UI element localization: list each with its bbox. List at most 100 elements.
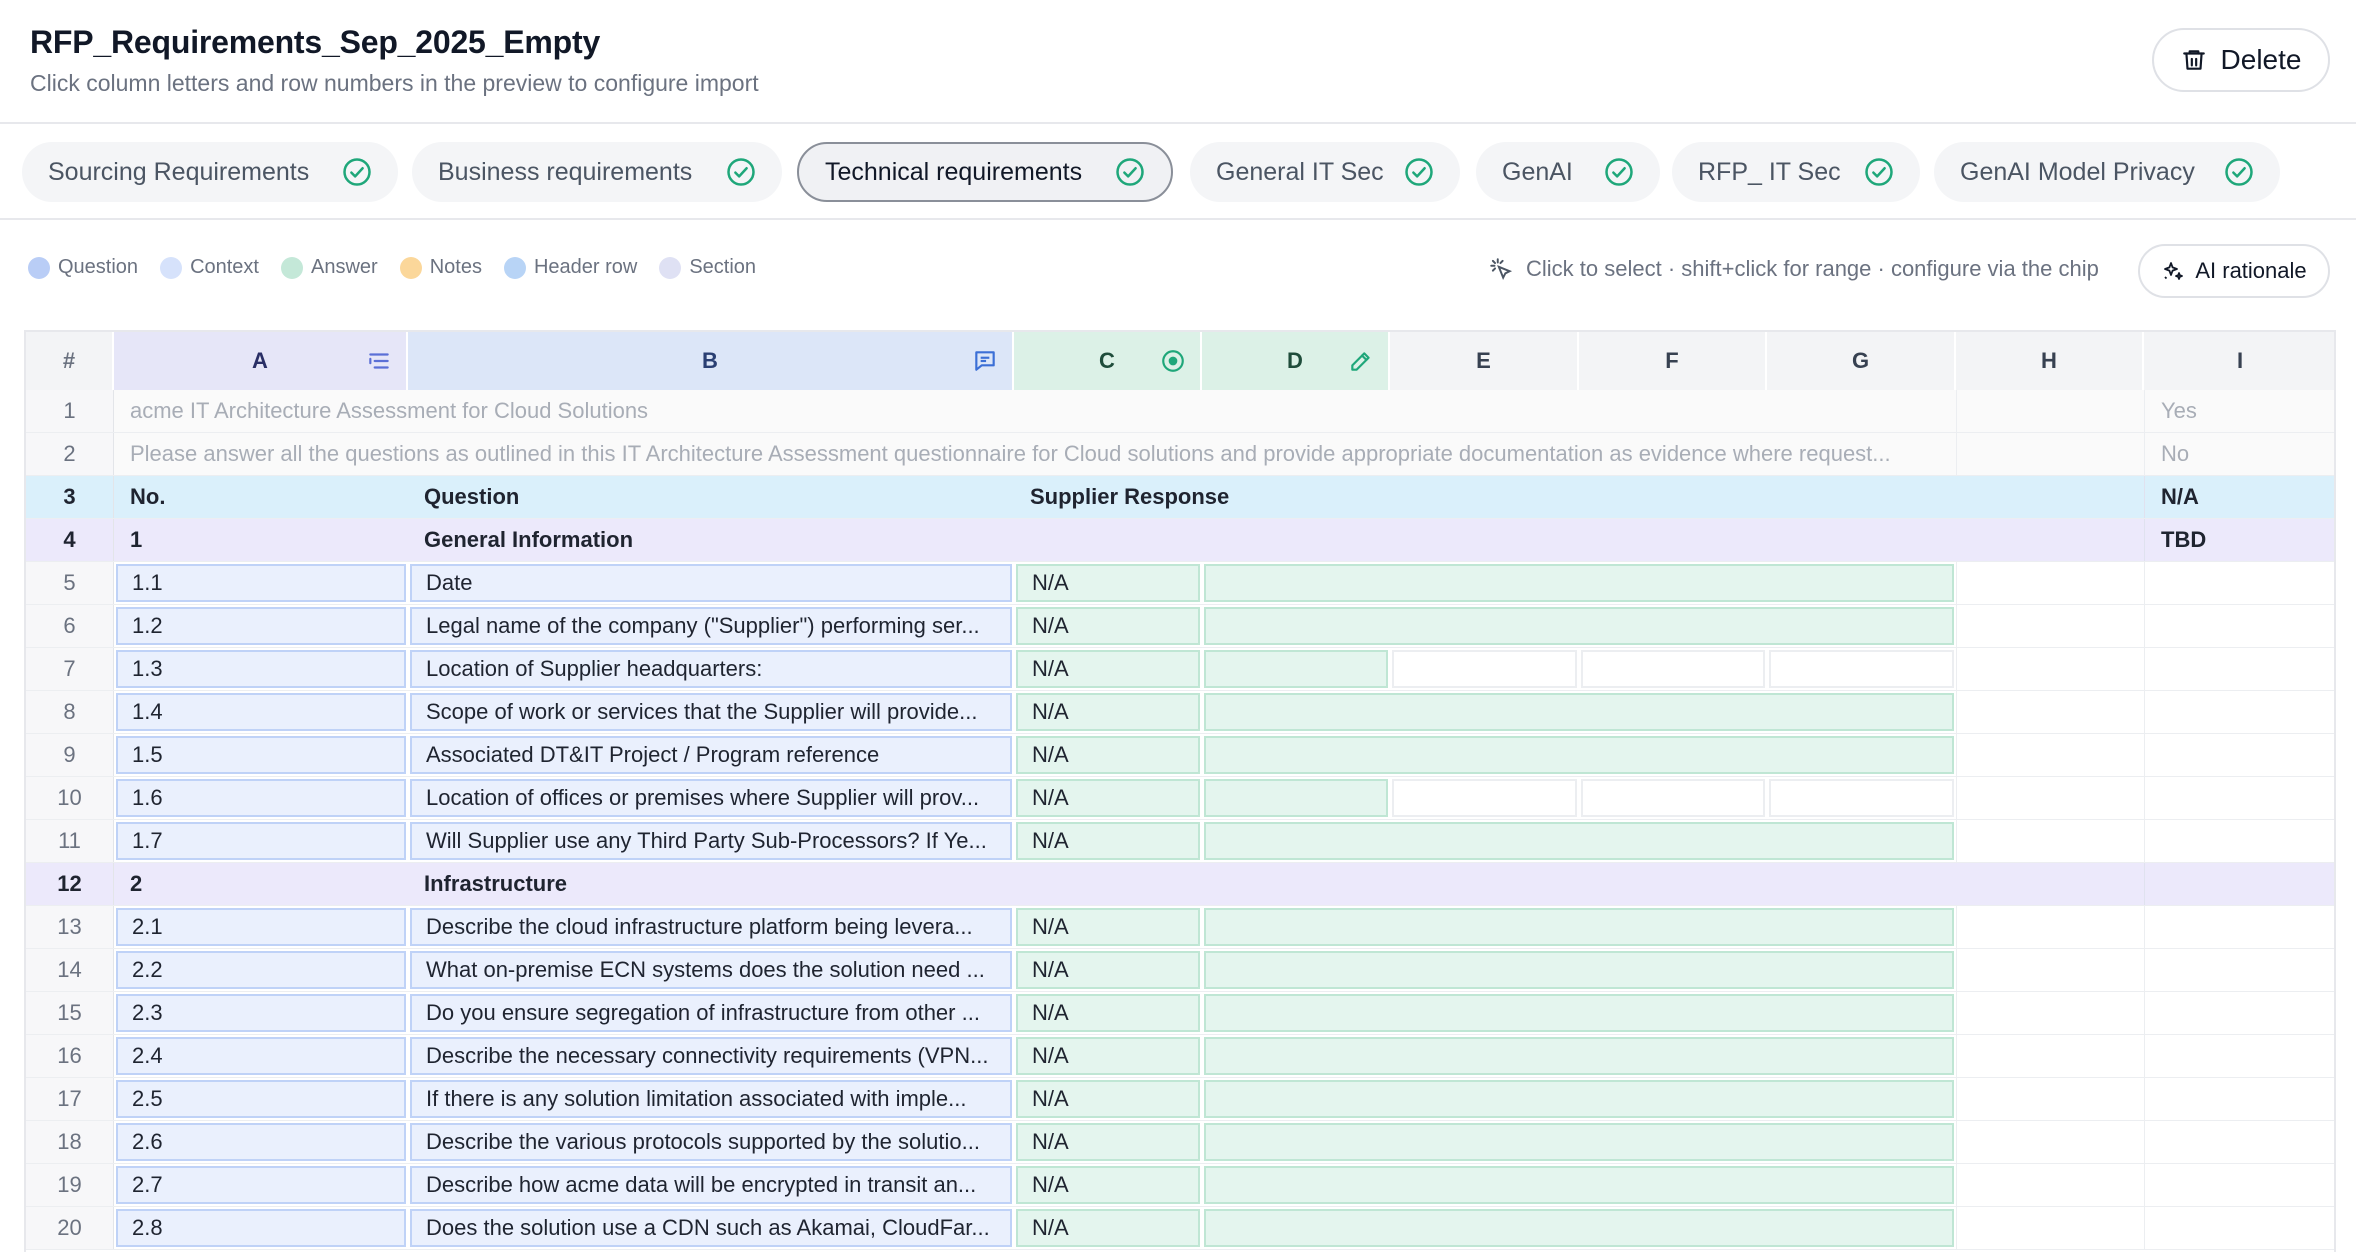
row-number[interactable]: 6 [26,605,114,647]
cell-i[interactable] [2144,1035,2334,1077]
cell-f[interactable] [1581,650,1765,688]
cell-a[interactable]: 2.7 [116,1166,406,1204]
cell-h[interactable] [1956,906,2144,948]
cell-c[interactable]: N/A [1016,693,1200,731]
tab-genai-model-privacy[interactable]: GenAI Model Privacy [1934,142,2280,202]
cell-d[interactable] [1204,951,1954,989]
row-number[interactable]: 12 [26,863,114,905]
cell-i[interactable] [2144,605,2334,647]
list-indent-icon[interactable] [366,348,392,374]
cell-c[interactable]: N/A [1016,779,1200,817]
cell-b[interactable]: Date [410,564,1012,602]
message-square-icon[interactable] [972,348,998,374]
cell-b[interactable]: Legal name of the company ("Supplier") p… [410,607,1012,645]
cell-h[interactable] [1956,734,2144,776]
cell-e[interactable] [1392,779,1577,817]
row-number[interactable]: 5 [26,562,114,604]
cell-c[interactable]: Supplier Response [1030,484,1230,509]
cell-d[interactable] [1204,607,1954,645]
cell-c[interactable]: N/A [1016,736,1200,774]
cell-b[interactable]: Associated DT&IT Project / Program refer… [410,736,1012,774]
tab-business-requirements[interactable]: Business requirements [412,142,782,202]
cell-d[interactable] [1204,736,1954,774]
row-number[interactable]: 18 [26,1121,114,1163]
cell-h[interactable] [1956,562,2144,604]
cell-i[interactable] [2144,906,2334,948]
pencil-icon[interactable] [1348,348,1374,374]
cell-d[interactable] [1204,1123,1954,1161]
cell-b[interactable]: Describe the necessary connectivity requ… [410,1037,1012,1075]
cell-a[interactable]: 2.3 [116,994,406,1032]
row-number[interactable]: 11 [26,820,114,862]
tab-rfp-it-sec[interactable]: RFP_ IT Sec [1672,142,1920,202]
column-header-f[interactable]: F [1579,332,1767,390]
cell-b[interactable]: Question [424,484,520,509]
cell-a[interactable]: 1 [130,527,143,552]
cell-c[interactable]: N/A [1016,564,1200,602]
cell-b[interactable]: Scope of work or services that the Suppl… [410,693,1012,731]
column-header-a[interactable]: A [114,332,408,390]
cell-a[interactable]: No. [130,484,166,509]
cell-c[interactable]: N/A [1016,908,1200,946]
tab-sourcing-requirements[interactable]: Sourcing Requirements [22,142,398,202]
row-number[interactable]: 20 [26,1207,114,1249]
row-number[interactable]: 2 [26,433,114,475]
cell-h[interactable] [1956,433,2144,475]
column-header-b[interactable]: B [408,332,1014,390]
cell-a[interactable]: 2.5 [116,1080,406,1118]
cell-i[interactable]: TBD [2144,519,2334,561]
cell-a[interactable]: Please answer all the questions as outli… [114,433,1956,475]
cell-a[interactable]: 2.2 [116,951,406,989]
cell-i[interactable] [2144,820,2334,862]
cell-a[interactable]: 1.5 [116,736,406,774]
column-header-c[interactable]: C [1014,332,1202,390]
cell-b[interactable]: Does the solution use a CDN such as Akam… [410,1209,1012,1247]
cell-d[interactable] [1204,908,1954,946]
cell-i[interactable] [2144,648,2334,690]
cell-i[interactable] [2144,992,2334,1034]
cell-a[interactable]: 1.6 [116,779,406,817]
cell-a[interactable]: 2.1 [116,908,406,946]
column-header-g[interactable]: G [1767,332,1956,390]
cell-c[interactable]: N/A [1016,994,1200,1032]
cell-b[interactable]: General Information [424,527,634,552]
cell-h[interactable] [1956,1078,2144,1120]
cell-i[interactable] [2144,1207,2334,1249]
row-number[interactable]: 16 [26,1035,114,1077]
cell-g[interactable] [1769,650,1954,688]
cell-d[interactable] [1204,779,1388,817]
cell-h[interactable] [1956,777,2144,819]
cell-a[interactable]: 1.4 [116,693,406,731]
cell-i[interactable] [2144,949,2334,991]
cell-i[interactable] [2144,734,2334,776]
cell-d[interactable] [1204,1209,1954,1247]
cell-a[interactable]: 2.6 [116,1123,406,1161]
cell-c[interactable]: N/A [1016,650,1200,688]
cell-i[interactable] [2144,1078,2334,1120]
cell-a[interactable]: acme IT Architecture Assessment for Clou… [114,390,1956,432]
cell-c[interactable]: N/A [1016,1209,1200,1247]
cell-b[interactable]: Will Supplier use any Third Party Sub-Pr… [410,822,1012,860]
cell-i[interactable] [2144,777,2334,819]
row-number[interactable]: 3 [26,476,114,518]
cell-d[interactable] [1204,564,1954,602]
cell-b[interactable]: If there is any solution limitation asso… [410,1080,1012,1118]
cell-i[interactable] [2144,691,2334,733]
row-number[interactable]: 7 [26,648,114,690]
cell-h[interactable] [1956,992,2144,1034]
cell-b[interactable]: Location of offices or premises where Su… [410,779,1012,817]
tab-general-it-sec[interactable]: General IT Sec [1190,142,1460,202]
cell-i[interactable] [2144,562,2334,604]
cell-a[interactable]: 1.7 [116,822,406,860]
cell-h[interactable] [1956,605,2144,647]
row-number[interactable]: 8 [26,691,114,733]
cell-c[interactable]: N/A [1016,1080,1200,1118]
cell-c[interactable]: N/A [1016,1123,1200,1161]
cell-i[interactable]: N/A [2144,476,2334,518]
cell-i[interactable] [2144,1121,2334,1163]
row-number[interactable]: 4 [26,519,114,561]
cell-h[interactable] [1956,1164,2144,1206]
cell-i[interactable] [2144,1164,2334,1206]
cell-d[interactable] [1204,650,1388,688]
cell-i[interactable]: No [2144,433,2334,475]
